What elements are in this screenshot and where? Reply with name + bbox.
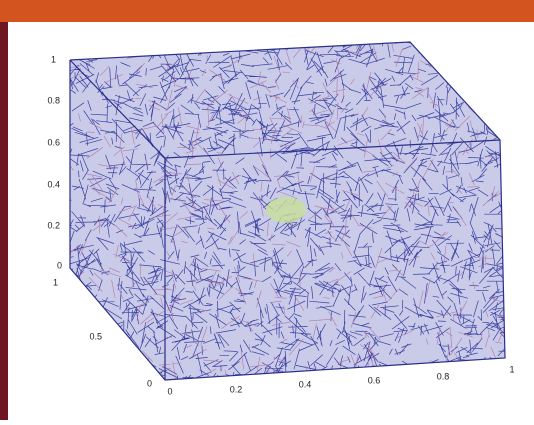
z-tick-label: 0 <box>57 260 62 270</box>
y-tick-label: 1 <box>53 277 58 287</box>
z-tick-label: 0.6 <box>47 137 60 147</box>
x-tick-label: 1 <box>509 364 514 374</box>
z-tick-label: 0.2 <box>47 220 60 230</box>
left-strip <box>0 22 8 420</box>
inner-region <box>266 197 306 223</box>
top-bar <box>0 0 534 22</box>
box-edges <box>69 41 506 381</box>
y-tick-label: 0.5 <box>89 331 102 341</box>
x-tick-label: 0.2 <box>230 384 243 394</box>
x-tick-label: 0 <box>167 386 172 396</box>
z-tick-label: 0.8 <box>47 95 60 105</box>
z-tick-label: 1 <box>51 54 56 64</box>
y-tick-label: 0 <box>147 378 152 388</box>
x-tick-label: 0.6 <box>368 375 381 385</box>
x-tick-label: 0.4 <box>299 379 312 389</box>
z-tick-label: 0.4 <box>47 179 60 189</box>
mesh-edges <box>70 42 505 380</box>
x-tick-label: 0.8 <box>437 371 450 381</box>
